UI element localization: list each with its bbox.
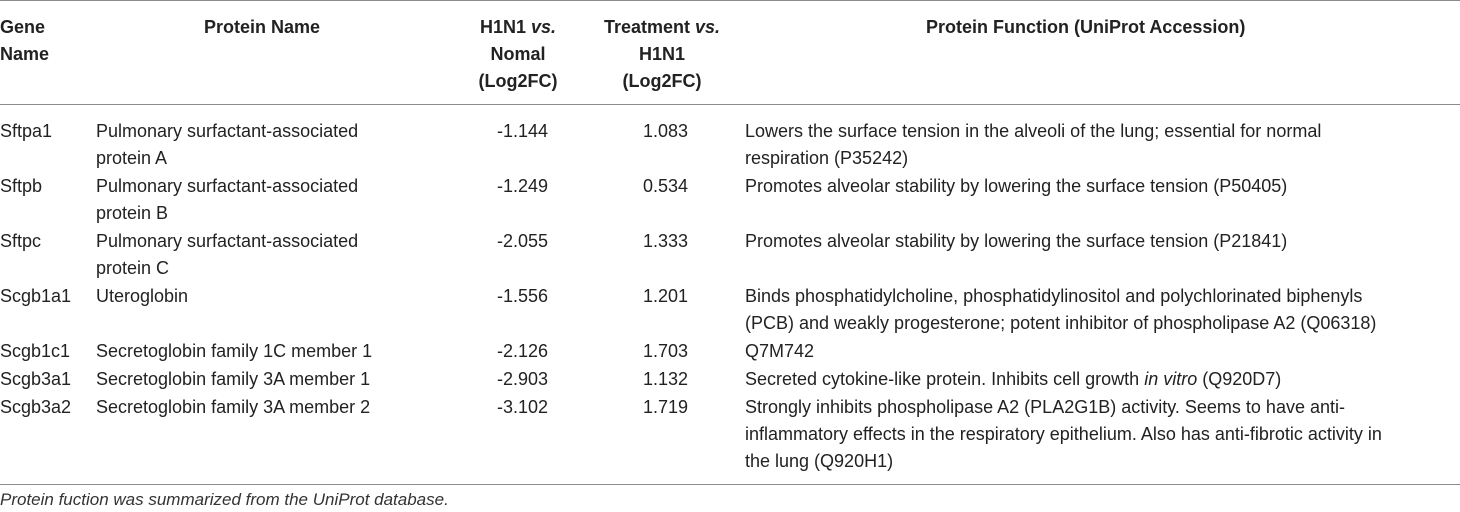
row-protein: Secretoglobin family 3A member 1	[96, 366, 396, 393]
row-function-line: respiration (P35242)	[745, 148, 909, 168]
row-function-line: Q7M742	[745, 341, 815, 361]
row-h1n1-value: -1.249	[496, 176, 548, 196]
table-footnote: Protein fuction was summarized from the …	[0, 490, 449, 509]
row-h1n1-value: -2.126	[496, 341, 548, 361]
row-h1n1-value: -1.144	[496, 121, 548, 141]
row-protein-line: Uteroglobin	[96, 286, 189, 306]
row-treatment-value: 1.719	[642, 397, 688, 417]
row-protein: Secretoglobin family 3A member 2	[96, 394, 396, 421]
row-gene: Scgb3a1	[0, 369, 72, 389]
row-protein-line: Pulmonary surfactant-associated	[96, 121, 359, 141]
row-gene: Scgb1a1	[0, 286, 72, 306]
header-treat-line3: (Log2FC)	[622, 71, 702, 91]
row-treatment-value: 1.201	[642, 286, 688, 306]
header-rule	[0, 104, 1460, 105]
row-function-italic: in vitro	[1144, 369, 1198, 389]
row-function: Promotes alveolar stability by lowering …	[745, 228, 1457, 255]
row-protein: Secretoglobin family 1C member 1	[96, 338, 396, 365]
row-function: Secreted cytokine-like protein. Inhibits…	[745, 366, 1457, 393]
row-protein-line: protein B	[96, 203, 169, 223]
header-h1n1-vs-nomal: H1N1 vs. Nomal (Log2FC)	[458, 14, 578, 95]
header-gene-line2: Name	[0, 44, 50, 64]
row-function-line: Lowers the surface tension in the alveol…	[745, 121, 1322, 141]
row-gene: Scgb3a2	[0, 397, 72, 417]
row-treatment-value: 1.333	[642, 231, 688, 251]
row-protein-line: Secretoglobin family 3A member 2	[96, 397, 371, 417]
row-function-line: Promotes alveolar stability by lowering …	[745, 231, 1288, 251]
row-protein-line: Pulmonary surfactant-associated	[96, 176, 359, 196]
row-protein: Pulmonary surfactant-associated protein …	[96, 228, 396, 282]
row-protein-line: Secretoglobin family 3A member 1	[96, 369, 371, 389]
row-function-text: (Q920D7)	[1197, 369, 1282, 389]
row-function: Strongly inhibits phospholipase A2 (PLA2…	[745, 394, 1457, 475]
row-treatment-value: 1.083	[642, 121, 688, 141]
row-function-line: Strongly inhibits phospholipase A2 (PLA2…	[745, 397, 1345, 417]
header-protein-name: Protein Name	[204, 17, 321, 37]
header-h1n1-line3: (Log2FC)	[478, 71, 558, 91]
row-treatment-value: 0.534	[642, 176, 688, 196]
row-protein-line: Pulmonary surfactant-associated	[96, 231, 359, 251]
row-function: Q7M742	[745, 338, 1457, 365]
header-gene-line1: Gene	[0, 17, 46, 37]
row-function-line: Promotes alveolar stability by lowering …	[745, 176, 1288, 196]
row-function-text: Secreted cytokine-like protein. Inhibits…	[745, 369, 1145, 389]
row-h1n1-value: -1.556	[496, 286, 548, 306]
row-protein: Uteroglobin	[96, 283, 396, 310]
row-protein-line: protein A	[96, 148, 168, 168]
row-h1n1-value: -2.055	[496, 231, 548, 251]
row-protein-line: protein C	[96, 258, 170, 278]
row-function: Binds phosphatidylcholine, phosphatidyli…	[745, 283, 1457, 337]
top-rule	[0, 0, 1460, 1]
row-treatment-value: 1.703	[642, 341, 688, 361]
row-h1n1-value: -2.903	[496, 369, 548, 389]
row-gene: Sftpb	[0, 176, 43, 196]
row-gene: Sftpa1	[0, 121, 53, 141]
row-function-line: (PCB) and weakly progesterone; potent in…	[745, 313, 1377, 333]
row-gene: Scgb1c1	[0, 341, 71, 361]
row-function: Promotes alveolar stability by lowering …	[745, 173, 1457, 200]
bottom-rule	[0, 484, 1460, 485]
header-protein-function: Protein Function (UniProt Accession)	[926, 17, 1246, 37]
row-gene: Sftpc	[0, 231, 42, 251]
row-function-line: Binds phosphatidylcholine, phosphatidyli…	[745, 286, 1363, 306]
row-function-line: the lung (Q920H1)	[745, 451, 894, 471]
row-function-line: inflammatory effects in the respiratory …	[745, 424, 1382, 444]
row-protein-line: Secretoglobin family 1C member 1	[96, 341, 373, 361]
row-function: Lowers the surface tension in the alveol…	[745, 118, 1457, 172]
header-treatment-vs-h1n1: Treatment vs. H1N1 (Log2FC)	[588, 14, 736, 95]
header-treat-line2: H1N1	[638, 44, 686, 64]
row-protein: Pulmonary surfactant-associated protein …	[96, 173, 396, 227]
row-h1n1-value: -3.102	[496, 397, 548, 417]
header-gene-name: Gene Name	[0, 14, 49, 68]
header-treat-line1: Treatment vs.	[603, 17, 721, 37]
row-treatment-value: 1.132	[642, 369, 688, 389]
header-h1n1-line1: H1N1 vs.	[479, 17, 557, 37]
row-protein: Pulmonary surfactant-associated protein …	[96, 118, 396, 172]
header-h1n1-line2: Nomal	[490, 44, 546, 64]
